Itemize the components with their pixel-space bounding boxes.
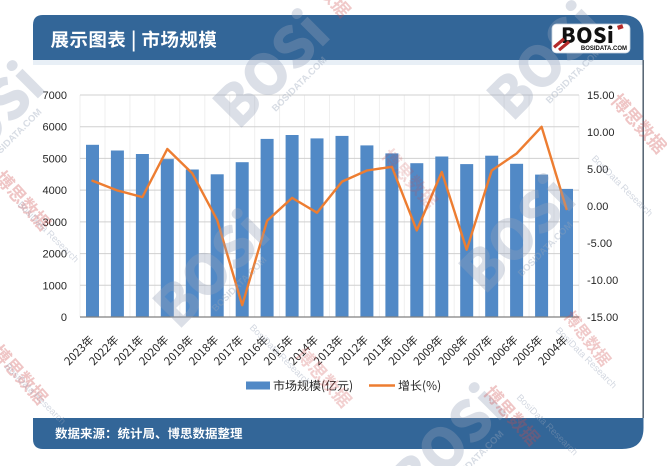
svg-text:-15.00: -15.00 <box>587 312 618 324</box>
svg-text:-10.00: -10.00 <box>587 275 618 287</box>
svg-text:7000: 7000 <box>43 90 67 102</box>
svg-text:1000: 1000 <box>43 280 67 292</box>
svg-text:4000: 4000 <box>43 185 67 197</box>
svg-text:5.00: 5.00 <box>587 164 608 176</box>
svg-text:-5.00: -5.00 <box>587 238 612 250</box>
svg-text:3000: 3000 <box>43 217 67 229</box>
svg-text:0: 0 <box>61 312 67 324</box>
svg-text:10.00: 10.00 <box>587 127 615 139</box>
svg-text:6000: 6000 <box>43 122 67 134</box>
svg-text:5000: 5000 <box>43 153 67 165</box>
svg-text:BOSIDATA.COM: BOSIDATA.COM <box>581 46 627 52</box>
svg-text:15.00: 15.00 <box>587 90 615 102</box>
svg-text:0.00: 0.00 <box>587 201 608 213</box>
svg-text:2000: 2000 <box>43 249 67 261</box>
